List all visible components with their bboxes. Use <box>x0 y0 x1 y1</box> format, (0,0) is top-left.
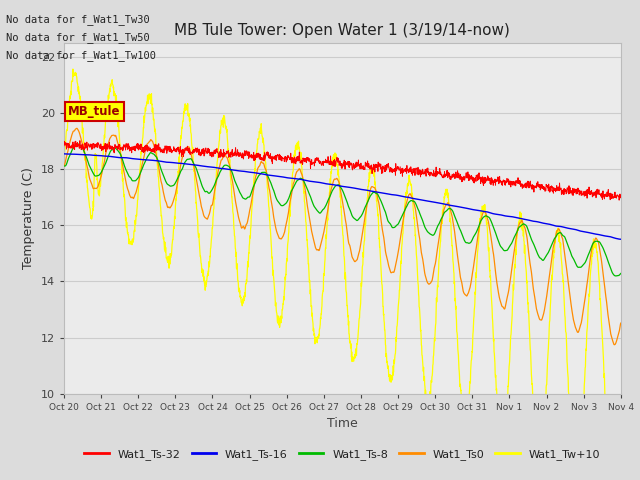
Text: No data for f_Wat1_Tw50: No data for f_Wat1_Tw50 <box>6 32 150 43</box>
Text: No data for f_Wat1_Tw100: No data for f_Wat1_Tw100 <box>6 50 156 61</box>
Text: No data for f_Wat1_Tw30: No data for f_Wat1_Tw30 <box>6 13 150 24</box>
Legend: Wat1_Ts-32, Wat1_Ts-16, Wat1_Ts-8, Wat1_Ts0, Wat1_Tw+10: Wat1_Ts-32, Wat1_Ts-16, Wat1_Ts-8, Wat1_… <box>80 444 605 465</box>
Y-axis label: Temperature (C): Temperature (C) <box>22 168 35 269</box>
X-axis label: Time: Time <box>327 417 358 430</box>
Text: MB_tule: MB_tule <box>68 106 121 119</box>
Title: MB Tule Tower: Open Water 1 (3/19/14-now): MB Tule Tower: Open Water 1 (3/19/14-now… <box>175 23 510 38</box>
